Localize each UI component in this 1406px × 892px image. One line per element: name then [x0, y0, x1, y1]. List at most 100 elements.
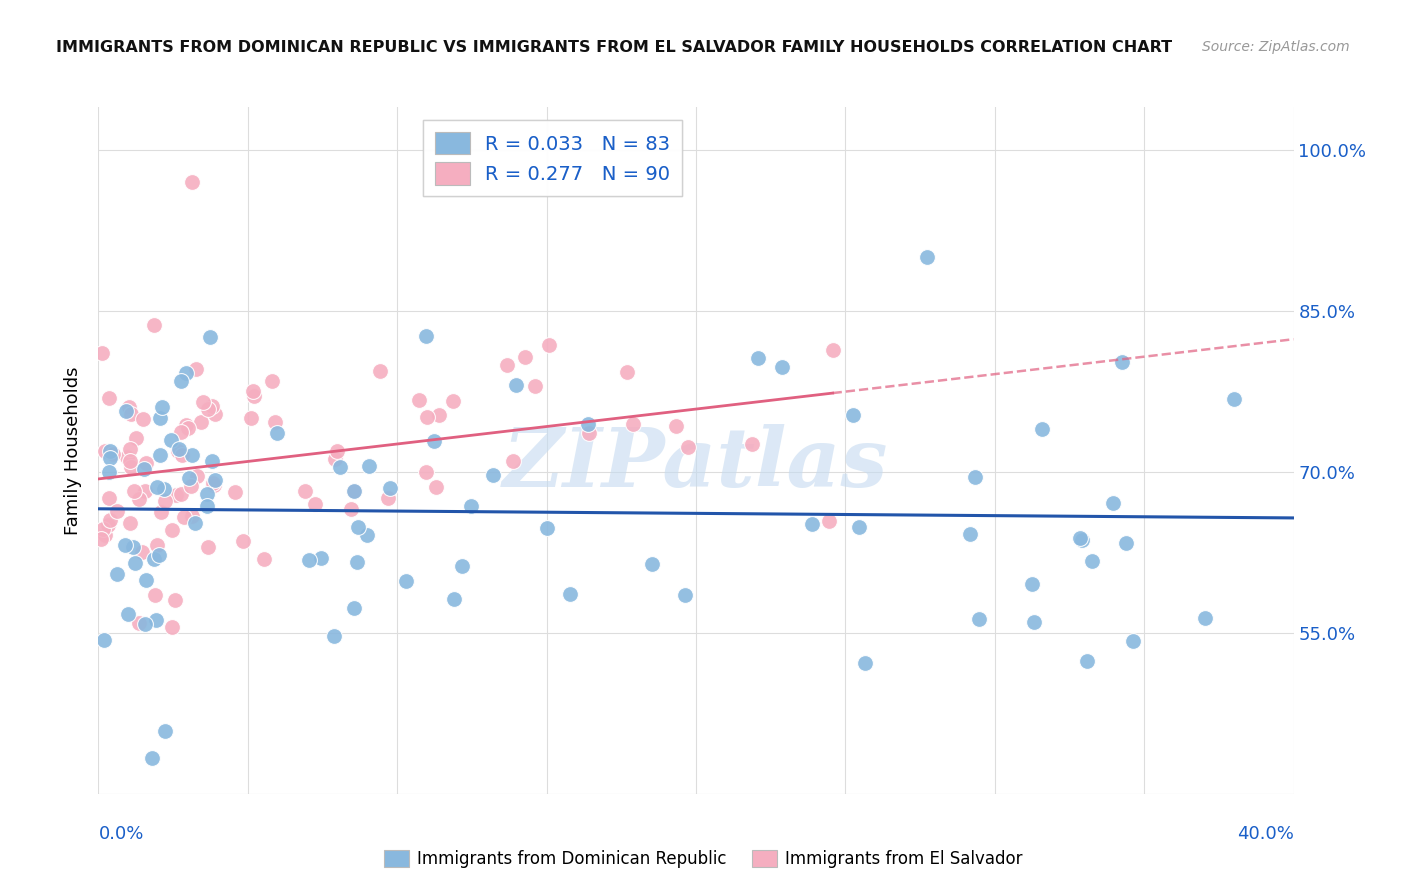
Point — [141, 751, 163, 765]
Point — [201, 399, 224, 413]
Point — [243, 389, 266, 403]
Point — [165, 488, 187, 502]
Point — [101, 446, 124, 460]
Point — [443, 592, 465, 607]
Point — [1115, 536, 1137, 550]
Point — [134, 616, 156, 631]
Point — [160, 620, 183, 634]
Point — [93, 632, 115, 647]
Point — [309, 551, 332, 566]
Point — [673, 588, 696, 602]
Point — [177, 471, 200, 485]
Point — [114, 538, 136, 552]
Point — [298, 552, 321, 566]
Point — [160, 433, 183, 447]
Point — [162, 523, 184, 537]
Point — [172, 448, 194, 462]
Point — [201, 476, 224, 491]
Point — [201, 453, 224, 467]
Point — [340, 502, 363, 516]
Point — [841, 408, 863, 422]
Point — [98, 465, 121, 479]
Point — [169, 487, 191, 501]
Point — [1069, 531, 1091, 545]
Point — [146, 539, 169, 553]
Point — [98, 491, 121, 505]
Point — [346, 555, 368, 569]
Point — [853, 657, 876, 671]
Point — [423, 434, 446, 448]
Point — [304, 497, 326, 511]
Point — [770, 359, 793, 374]
Point — [967, 612, 990, 626]
Point — [153, 483, 176, 497]
Point — [515, 351, 537, 365]
Point — [560, 587, 582, 601]
Point — [460, 500, 482, 514]
Point — [134, 484, 156, 499]
Point — [239, 411, 262, 425]
Point — [118, 442, 141, 457]
Point — [167, 444, 190, 458]
Point — [1111, 355, 1133, 369]
Point — [441, 394, 464, 409]
Point — [186, 468, 208, 483]
Point — [197, 540, 219, 554]
Point — [149, 505, 172, 519]
Point — [97, 518, 120, 533]
Point — [848, 520, 870, 534]
Point — [120, 460, 142, 475]
Point — [343, 600, 366, 615]
Point — [343, 483, 366, 498]
Point — [242, 384, 264, 398]
Point — [347, 520, 370, 534]
Text: IMMIGRANTS FROM DOMINICAN REPUBLIC VS IMMIGRANTS FROM EL SALVADOR FAMILY HOUSEHO: IMMIGRANTS FROM DOMINICAN REPUBLIC VS IM… — [56, 40, 1173, 55]
Point — [105, 567, 128, 582]
Point — [180, 479, 202, 493]
Point — [502, 454, 524, 468]
Point — [115, 404, 138, 418]
Point — [963, 470, 986, 484]
Point — [94, 443, 117, 458]
Point — [197, 402, 219, 417]
Point — [450, 558, 472, 573]
Point — [177, 420, 200, 434]
Point — [118, 453, 141, 467]
Point — [98, 444, 121, 458]
Point — [262, 374, 284, 388]
Point — [145, 613, 167, 627]
Point — [1081, 554, 1104, 568]
Point — [180, 509, 202, 524]
Point — [107, 504, 129, 518]
Point — [537, 337, 560, 351]
Point — [155, 723, 177, 738]
Point — [90, 533, 112, 547]
Point — [170, 425, 193, 440]
Point — [115, 450, 138, 465]
Point — [152, 401, 174, 415]
Point — [132, 462, 155, 476]
Point — [117, 607, 139, 621]
Point — [184, 361, 207, 376]
Point — [1122, 633, 1144, 648]
Point — [578, 426, 600, 441]
Point — [204, 407, 226, 421]
Point — [132, 411, 155, 425]
Point — [143, 588, 166, 602]
Point — [621, 417, 644, 432]
Point — [118, 400, 141, 414]
Point — [169, 375, 191, 389]
Point — [224, 485, 246, 500]
Point — [173, 510, 195, 524]
Point — [163, 593, 186, 607]
Point — [184, 516, 207, 530]
Point — [616, 365, 638, 379]
Point — [505, 378, 527, 392]
Point — [202, 478, 225, 492]
Point — [155, 493, 177, 508]
Point — [326, 444, 349, 458]
Text: Source: ZipAtlas.com: Source: ZipAtlas.com — [1202, 40, 1350, 54]
Point — [146, 481, 169, 495]
Point — [91, 346, 114, 360]
Point — [741, 437, 763, 451]
